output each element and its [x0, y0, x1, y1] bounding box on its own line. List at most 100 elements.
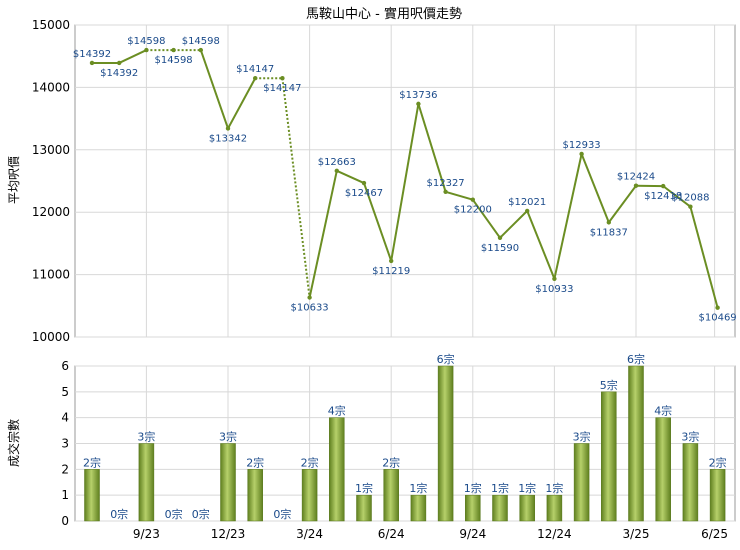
- x-tick-label: 3/24: [296, 527, 323, 541]
- volume-data-label: 2宗: [83, 455, 101, 469]
- price-data-label: $14598: [182, 36, 220, 47]
- price-y-axis: 10000 11000 12000 13000 14000 15000: [32, 18, 70, 344]
- volume-bar: [519, 494, 535, 522]
- price-point: [253, 76, 258, 81]
- volume-data-label: 2宗: [301, 455, 319, 469]
- price-y-tick: 14000: [32, 80, 70, 94]
- volume-data-label: 0宗: [273, 507, 291, 521]
- volume-data-label: 3宗: [137, 430, 155, 444]
- price-point: [89, 60, 95, 66]
- price-line-segment: [281, 78, 311, 298]
- price-data-label: $12663: [318, 157, 356, 168]
- price-data-label: $12088: [671, 193, 709, 204]
- volume-data-label: 0宗: [165, 507, 183, 521]
- volume-data-label: 3宗: [573, 430, 591, 444]
- price-point: [661, 183, 666, 189]
- volume-bar: [492, 494, 508, 522]
- price-line-segment: [526, 210, 556, 280]
- volume-y-tick: 4: [61, 411, 69, 425]
- price-line-segment: [662, 185, 692, 208]
- price-point: [497, 235, 503, 240]
- price-line-segment: [390, 103, 420, 262]
- volume-data-label: 1宗: [545, 481, 563, 495]
- volume-bar: [220, 443, 236, 522]
- volume-y-tick: 5: [61, 385, 69, 399]
- price-point: [225, 126, 231, 131]
- price-point: [334, 168, 339, 174]
- price-data-label: $12467: [345, 188, 383, 199]
- price-line-segment: [445, 190, 474, 201]
- price-line-segment: [607, 185, 637, 223]
- price-data-label: $10469: [699, 313, 737, 324]
- volume-data-label: 2宗: [246, 455, 264, 469]
- price-data-label: $14147: [263, 83, 301, 94]
- volume-bars: [84, 365, 726, 522]
- price-data-label: $12327: [427, 178, 465, 189]
- x-tick-label: 12/24: [537, 527, 572, 541]
- price-point: [280, 76, 285, 81]
- volume-data-label: 1宗: [464, 481, 482, 495]
- volume-bar: [546, 494, 563, 522]
- volume-data-label: 3宗: [681, 430, 699, 444]
- price-point: [443, 189, 448, 194]
- price-data-label: $11837: [590, 227, 628, 238]
- price-point: [525, 208, 530, 214]
- price-point: [171, 47, 176, 53]
- price-line-segment: [689, 206, 719, 308]
- volume-bar: [465, 494, 481, 522]
- price-data-label: $13736: [399, 90, 437, 101]
- price-y-tick: 12000: [32, 205, 70, 219]
- price-y-tick: 13000: [32, 143, 70, 157]
- volume-y-tick: 0: [61, 514, 69, 528]
- chart-title: 馬鞍山中心 - 實用呎價走勢: [306, 6, 462, 22]
- price-point: [633, 183, 639, 188]
- volume-bar: [437, 365, 454, 522]
- price-line-segment: [308, 170, 338, 298]
- price-y-tick: 15000: [32, 18, 70, 32]
- price-grid: [74, 24, 736, 338]
- volume-data-label: 0宗: [192, 507, 210, 521]
- price-line-segment: [199, 49, 229, 129]
- volume-data-label: 6宗: [627, 352, 645, 366]
- price-data-label: $11590: [481, 243, 519, 254]
- price-y-tick: 11000: [32, 268, 70, 282]
- volume-labels: 2宗 0宗 3宗 0宗 0宗 3宗 2宗 0宗 2宗 4宗 1宗 2宗 1宗 6宗 1宗 1宗 1宗 1宗 3宗 5宗…: [83, 352, 727, 521]
- price-point: [688, 204, 693, 209]
- price-data-label: $13342: [209, 133, 247, 144]
- volume-bar: [410, 494, 427, 522]
- price-line-segment: [336, 169, 365, 184]
- x-tick-label: 9/23: [133, 527, 160, 541]
- price-line-segment: [417, 103, 447, 193]
- price-data-label: $14147: [236, 64, 274, 75]
- price-data-label: $12418: [644, 191, 682, 202]
- price-y-tick: 10000: [32, 330, 70, 344]
- price-line-segment: [580, 153, 610, 223]
- price-point: [117, 60, 122, 66]
- volume-bar: [301, 469, 318, 522]
- price-point: [307, 295, 312, 300]
- price-data-label: $12933: [563, 140, 601, 151]
- volume-bar: [601, 391, 617, 522]
- volume-data-label: 2宗: [382, 455, 400, 469]
- x-tick-label: 6/25: [701, 527, 728, 541]
- price-line-segment: [227, 77, 257, 129]
- x-axis-ticks: 9/23 12/23 3/24 6/24 9/24 12/24 3/25 6/25: [133, 527, 728, 541]
- price-point: [198, 47, 203, 53]
- price-data-label: $14598: [155, 55, 193, 66]
- price-line-segment: [499, 210, 528, 239]
- price-data-label: $12021: [508, 197, 546, 208]
- volume-y-axis-label: 成交宗數: [6, 419, 21, 467]
- price-line-segment: [118, 49, 147, 64]
- price-point: [144, 47, 149, 53]
- price-point: [470, 197, 475, 202]
- price-point: [416, 101, 421, 107]
- volume-y-axis: 0 1 2 3 4 5 6: [61, 359, 69, 528]
- price-points: [89, 47, 720, 310]
- x-tick-label: 6/24: [378, 527, 405, 541]
- volume-data-label: 2宗: [709, 455, 727, 469]
- volume-bar: [573, 443, 590, 522]
- price-point: [361, 180, 367, 186]
- price-data-label: $14598: [127, 36, 165, 47]
- price-data-label: $10633: [291, 303, 329, 314]
- volume-bar: [247, 469, 263, 522]
